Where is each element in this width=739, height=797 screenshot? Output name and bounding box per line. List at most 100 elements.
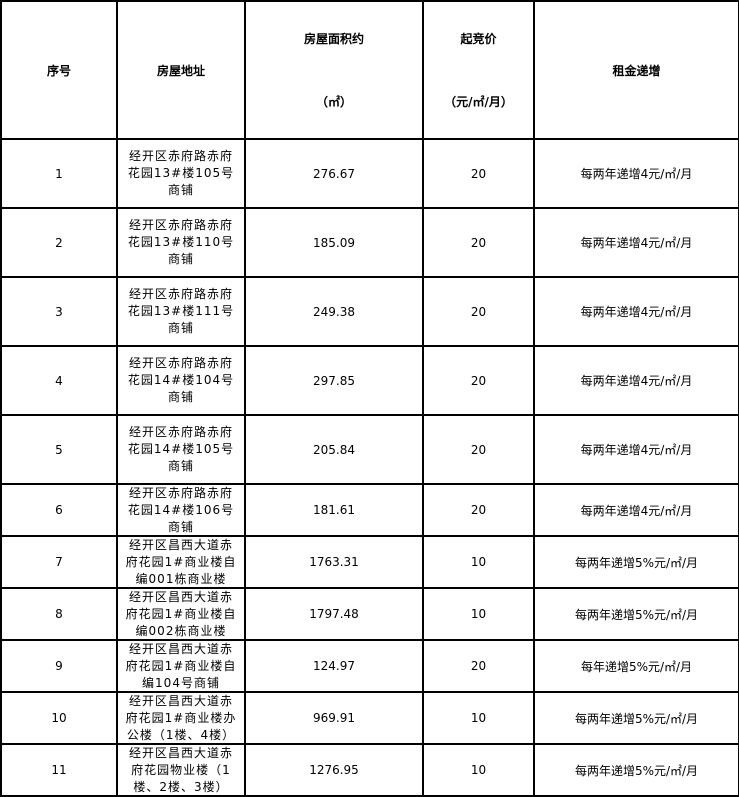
row-index: 3 [55, 304, 63, 319]
row-area: 205.84 [313, 442, 355, 457]
row-increase-cell: 每两年递增5%元/㎡/月 [533, 587, 739, 641]
row-area-cell: 1763.31 [244, 535, 424, 589]
row-index: 2 [55, 235, 63, 250]
row-increase-cell: 每两年递增4元/㎡/月 [533, 414, 739, 485]
row-address-cell: 经开区赤府路赤府花园14#楼105号商铺 [116, 414, 246, 485]
row-address: 经开区赤府路赤府花园13#楼111号商铺 [127, 287, 235, 335]
row-price-cell: 20 [422, 207, 535, 278]
table-row: 5 经开区赤府路赤府花园14#楼105号商铺 205.84 20 每两年递增4元/㎡/月 [0, 414, 739, 485]
row-area: 124.97 [313, 659, 355, 673]
row-price-cell: 10 [422, 535, 535, 589]
row-address: 经开区赤府路赤府花园13#楼105号商铺 [127, 149, 235, 197]
row-index: 4 [55, 373, 63, 388]
row-increase-cell: 每两年递增4元/㎡/月 [533, 138, 739, 209]
row-price: 20 [470, 373, 487, 388]
row-address-cell: 经开区赤府路赤府花园14#楼106号商铺 [116, 483, 246, 537]
row-increase: 每两年递增5%元/㎡/月 [574, 607, 699, 622]
row-area: 1797.48 [309, 607, 359, 621]
row-area: 181.61 [313, 503, 355, 517]
header-area-label: 房屋面积约 [303, 32, 364, 46]
header-price-unit: （元/㎡/月） [444, 95, 513, 109]
row-address-cell: 经开区昌西大道赤府花园物业楼（1楼、2楼、3楼） [116, 743, 246, 797]
row-increase-cell: 每两年递增4元/㎡/月 [533, 276, 739, 347]
row-area: 249.38 [313, 304, 355, 319]
row-area-cell: 969.91 [244, 691, 424, 745]
row-increase: 每两年递增4元/㎡/月 [580, 167, 693, 181]
row-price: 10 [470, 711, 487, 725]
row-index-cell: 11 [0, 743, 118, 797]
row-index-cell: 7 [0, 535, 118, 589]
row-increase: 每两年递增4元/㎡/月 [580, 305, 693, 319]
table-row: 8 经开区昌西大道赤府花园1#商业楼自编002栋商业楼 1797.48 10 每两年递增… [0, 587, 739, 641]
row-area-cell: 181.61 [244, 483, 424, 537]
row-address-cell: 经开区昌西大道赤府花园1#商业楼自编002栋商业楼 [116, 587, 246, 641]
row-address-cell: 经开区赤府路赤府花园13#楼111号商铺 [116, 276, 246, 347]
row-price: 20 [470, 235, 487, 250]
row-price-cell: 20 [422, 639, 535, 693]
row-price: 20 [470, 659, 487, 673]
row-index: 5 [55, 442, 63, 457]
row-area-cell: 276.67 [244, 138, 424, 209]
row-index: 10 [51, 711, 67, 725]
row-area-cell: 185.09 [244, 207, 424, 278]
header-row: 序号 房屋地址 房屋面积约 （㎡） 起竞价 （元/㎡/月） 租金递增 [0, 0, 739, 140]
header-area-unit: （㎡） [315, 95, 352, 109]
row-index-cell: 3 [0, 276, 118, 347]
row-price: 10 [470, 555, 487, 569]
row-address-cell: 经开区赤府路赤府花园13#楼110号商铺 [116, 207, 246, 278]
row-increase: 每两年递增5%元/㎡/月 [574, 711, 699, 726]
row-area-cell: 1276.95 [244, 743, 424, 797]
row-address-cell: 经开区赤府路赤府花园14#楼104号商铺 [116, 345, 246, 416]
table-row: 6 经开区赤府路赤府花园14#楼106号商铺 181.61 20 每两年递增4元/㎡/月 [0, 483, 739, 537]
row-index: 11 [51, 763, 67, 777]
table-row: 1 经开区赤府路赤府花园13#楼105号商铺 276.67 20 每两年递增4元/㎡/月 [0, 138, 739, 209]
row-increase: 每年递增5%元/㎡/月 [580, 659, 693, 674]
row-price: 20 [470, 304, 487, 319]
row-increase-cell: 每两年递增4元/㎡/月 [533, 483, 739, 537]
table-row: 4 经开区赤府路赤府花园14#楼104号商铺 297.85 20 每两年递增4元/㎡/月 [0, 345, 739, 416]
table-row: 9 经开区昌西大道赤府花园1#商业楼自编104号商铺 124.97 20 每年递增5%元… [0, 639, 739, 693]
row-increase: 每两年递增5%元/㎡/月 [574, 555, 699, 570]
row-address-cell: 经开区昌西大道赤府花园1#商业楼办公楼（1楼、4楼） [116, 691, 246, 745]
row-index-cell: 1 [0, 138, 118, 209]
row-price: 10 [470, 763, 487, 777]
row-price-cell: 20 [422, 138, 535, 209]
row-index: 9 [55, 659, 63, 673]
row-address: 经开区赤府路赤府花园14#楼106号商铺 [127, 485, 235, 534]
row-address: 经开区昌西大道赤府花园物业楼（1楼、2楼、3楼） [128, 745, 233, 794]
row-price: 10 [470, 607, 487, 621]
row-price-cell: 20 [422, 414, 535, 485]
row-price-cell: 10 [422, 743, 535, 797]
row-index-cell: 9 [0, 639, 118, 693]
row-area: 1763.31 [309, 555, 359, 569]
table-row: 3 经开区赤府路赤府花园13#楼111号商铺 249.38 20 每两年递增4元/㎡/月 [0, 276, 739, 347]
row-address-cell: 经开区昌西大道赤府花园1#商业楼自编001栋商业楼 [116, 535, 246, 589]
header-price: 起竞价 （元/㎡/月） [422, 0, 535, 140]
row-price-cell: 10 [422, 587, 535, 641]
table-row: 2 经开区赤府路赤府花园13#楼110号商铺 185.09 20 每两年递增4元/㎡/月 [0, 207, 739, 278]
row-address: 经开区昌西大道赤府花园1#商业楼自编001栋商业楼 [125, 537, 237, 586]
row-address-cell: 经开区赤府路赤府花园13#楼105号商铺 [116, 138, 246, 209]
row-increase-cell: 每两年递增5%元/㎡/月 [533, 691, 739, 745]
row-index-cell: 8 [0, 587, 118, 641]
table-row: 11 经开区昌西大道赤府花园物业楼（1楼、2楼、3楼） 1276.95 10 每两年递增… [0, 743, 739, 797]
row-index-cell: 4 [0, 345, 118, 416]
row-index: 8 [55, 607, 63, 621]
row-price-cell: 20 [422, 483, 535, 537]
row-index: 1 [55, 166, 63, 181]
row-area: 297.85 [313, 373, 355, 388]
row-address: 经开区赤府路赤府花园13#楼110号商铺 [127, 218, 235, 266]
row-address: 经开区昌西大道赤府花园1#商业楼自编104号商铺 [125, 641, 237, 690]
row-area: 185.09 [313, 235, 355, 250]
row-increase: 每两年递增4元/㎡/月 [580, 503, 693, 518]
row-increase-cell: 每两年递增5%元/㎡/月 [533, 535, 739, 589]
row-index: 6 [55, 503, 63, 517]
row-price: 20 [470, 166, 487, 181]
row-increase-cell: 每两年递增5%元/㎡/月 [533, 743, 739, 797]
row-address: 经开区昌西大道赤府花园1#商业楼办公楼（1楼、4楼） [125, 693, 237, 742]
header-increase: 租金递增 [533, 0, 739, 140]
row-address: 经开区赤府路赤府花园14#楼105号商铺 [127, 425, 235, 473]
row-area-cell: 124.97 [244, 639, 424, 693]
row-address-cell: 经开区昌西大道赤府花园1#商业楼自编104号商铺 [116, 639, 246, 693]
